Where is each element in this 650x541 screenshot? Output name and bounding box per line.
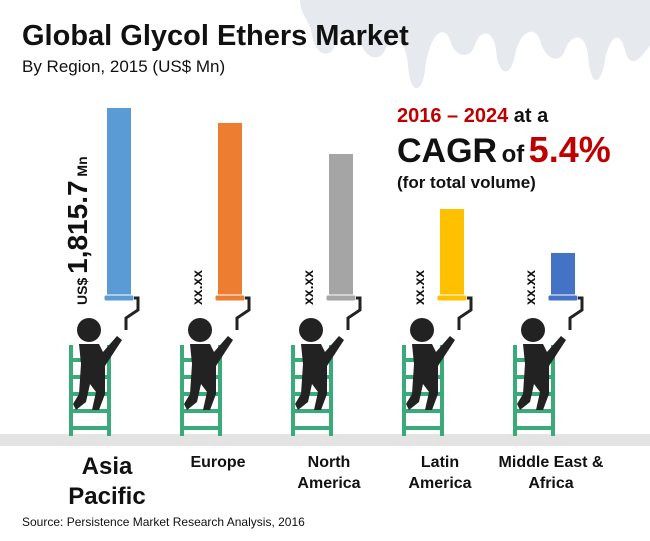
- roller: [436, 294, 468, 302]
- painter-body: [295, 336, 344, 410]
- painter-body: [184, 336, 233, 410]
- painter-head: [521, 318, 545, 342]
- roller: [214, 294, 246, 302]
- value-label: US$ 1,815.7 Mn: [62, 156, 93, 305]
- bar: [551, 252, 575, 297]
- roller-handle: [124, 296, 140, 330]
- paint-drip: [300, 0, 650, 89]
- value-label: xx.xx: [189, 270, 205, 305]
- cagr-period-tail: at a: [514, 105, 549, 127]
- cagr-label: CAGR: [397, 132, 497, 170]
- roller-handle: [346, 296, 362, 330]
- bar: [440, 209, 464, 297]
- cagr-of: of: [502, 141, 526, 168]
- source: Source: Persistence Market Research Anal…: [22, 515, 305, 529]
- value-label: xx.xx: [300, 270, 316, 305]
- annotation: CAGR of 5.4%: [397, 129, 611, 170]
- roller: [325, 294, 357, 302]
- roller: [547, 294, 579, 302]
- roller: [103, 294, 135, 302]
- value-label-suffix: Mn: [74, 156, 90, 176]
- chart-title: Global Glycol Ethers Market: [22, 20, 409, 52]
- chart-subtitle: By Region, 2015 (US$ Mn): [22, 57, 225, 76]
- painter-head: [188, 318, 212, 342]
- value-label: xx.xx: [522, 270, 538, 305]
- cagr-rate: 5.4%: [529, 129, 611, 170]
- value-label: xx.xx: [411, 270, 427, 305]
- x-tick-label: Europe: [190, 454, 246, 471]
- value-label: xx.xx: [522, 270, 538, 305]
- painter-body: [73, 336, 122, 410]
- x-tick-label: Latin America: [408, 454, 472, 492]
- value-label-number: 1,815.7: [62, 180, 93, 273]
- roller-handle: [235, 296, 251, 330]
- roller-handle: [457, 296, 473, 330]
- painter-head: [77, 318, 101, 342]
- painter-body: [406, 336, 455, 410]
- value-label: xx.xx: [189, 270, 205, 305]
- x-tick-label: North America: [297, 454, 361, 492]
- bar: [329, 153, 353, 297]
- value-label: xx.xx: [300, 270, 316, 305]
- cagr-period: 2016 – 2024: [397, 105, 509, 127]
- painter-head: [299, 318, 323, 342]
- roller-handle: [568, 296, 584, 330]
- bar: [107, 108, 131, 297]
- value-label-prefix: US$: [74, 278, 90, 305]
- x-tick-label: Middle East & Africa: [498, 454, 604, 492]
- bar: [218, 122, 242, 297]
- floor: [0, 434, 650, 446]
- value-label: xx.xx: [411, 270, 427, 305]
- painter-head: [410, 318, 434, 342]
- cagr-note: (for total volume): [397, 173, 536, 192]
- painter-body: [517, 336, 566, 410]
- x-tick-label: Asia Pacific: [68, 453, 146, 510]
- annotation: 2016 – 2024 at a: [397, 105, 549, 127]
